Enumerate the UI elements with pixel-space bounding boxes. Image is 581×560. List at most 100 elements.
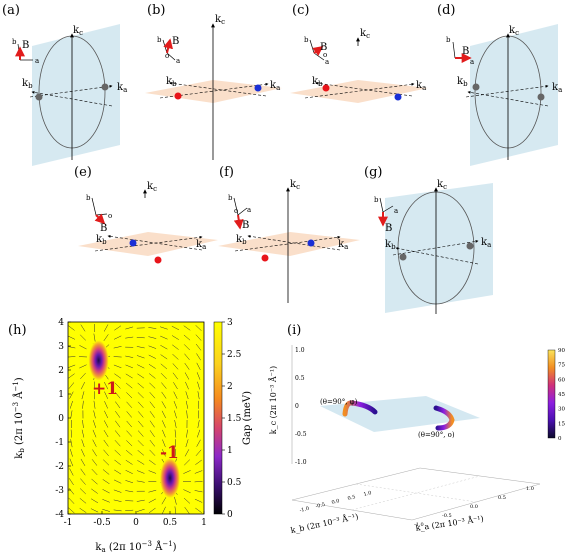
blue-plane	[470, 24, 558, 166]
ka-tick-label: 1.0	[526, 486, 534, 492]
node-plus	[88, 340, 109, 381]
quiver-arrow	[148, 354, 157, 359]
quiver-arrow	[148, 364, 156, 369]
kc-label: kc	[509, 25, 519, 37]
quiver-arrows	[68, 323, 203, 514]
quiver-arrow	[91, 468, 98, 476]
ka-label: ka	[338, 239, 348, 251]
kb-label: kb	[166, 76, 177, 88]
panel-f: (f) kc ka kb b o a B	[218, 165, 360, 303]
quiver-arrow	[125, 509, 134, 511]
node-blue	[129, 239, 137, 247]
svg-text:B: B	[462, 46, 469, 57]
quiver-arrow	[125, 450, 133, 456]
quiver-arrow	[162, 420, 166, 428]
node-minus	[160, 458, 180, 498]
svg-text:b: b	[12, 38, 17, 46]
quiver-arrow	[197, 381, 200, 390]
quiver-arrow	[90, 508, 99, 513]
quiver-arrow	[172, 353, 179, 360]
quiver-arrow	[115, 410, 121, 418]
x-tick-label: 0	[133, 518, 139, 528]
quiver-arrow	[137, 382, 144, 389]
quiver-arrow	[79, 345, 87, 350]
y-tick-label: -4	[55, 510, 64, 520]
svg-text:b: b	[157, 36, 162, 44]
ka-axis	[29, 84, 113, 98]
colorbar-tick-label: 0.5	[227, 478, 242, 488]
quiver-arrow	[90, 498, 99, 504]
quiver-arrow	[114, 469, 122, 475]
quiver-arrow	[196, 353, 201, 361]
quiver-arrow	[93, 400, 96, 409]
svg-text:a: a	[325, 58, 329, 66]
quiver-arrow	[183, 497, 191, 504]
svg-text:b: b	[446, 36, 451, 44]
kc-label: kc	[290, 179, 300, 191]
kb-axis	[169, 81, 267, 97]
ka-axis	[159, 82, 269, 99]
quiver-arrow	[196, 439, 201, 447]
quiver-arrow	[113, 479, 122, 484]
quiver-arrow	[125, 355, 134, 358]
panel-label-e: (e)	[74, 165, 92, 180]
i-colorbar-tick-label: 45	[558, 392, 565, 398]
quiver-arrow	[161, 506, 166, 514]
quiver-arrow	[185, 439, 189, 448]
quiver-arrow	[79, 364, 87, 369]
quiver-arrow	[82, 420, 84, 428]
quiver-arrow	[136, 337, 145, 339]
quiver-arrow	[136, 346, 145, 349]
kb-axis-label: k_b (2π 10⁻³ Å⁻¹)	[290, 512, 359, 535]
colorbar-ticks: 3 2.5 2 1.5 1 0.5 0	[222, 318, 242, 520]
panel-d: (d) kc ka kb b B a	[437, 3, 562, 166]
heatmap-field	[68, 323, 203, 514]
panel-e: (e) kc ka kb b o B	[74, 165, 218, 264]
quiver-arrow	[81, 439, 85, 448]
i-colorbar-tick-label: 30	[558, 407, 565, 413]
svg-text:b: b	[86, 194, 91, 202]
quiver-arrow	[160, 345, 168, 350]
quiver-arrow	[186, 410, 188, 419]
heatmap-colorbar	[213, 321, 223, 515]
quiver-arrow	[103, 334, 109, 342]
orange-plane	[78, 232, 218, 256]
z-label: k_c (2π 10⁻³ Å⁻¹)	[269, 366, 278, 434]
quiver-arrow	[194, 498, 203, 503]
kb-label: kb	[312, 76, 323, 88]
node-red	[261, 254, 269, 262]
quiver-arrow	[91, 488, 98, 494]
panel-label-g: (g)	[364, 165, 382, 180]
quiver-arrow	[172, 372, 179, 380]
quiver-arrow	[69, 468, 74, 476]
orange-plane	[218, 232, 360, 256]
blue-plane	[32, 24, 120, 166]
svg-text:a: a	[35, 57, 39, 65]
heatmap-xlabel: ka (2π 10−3 Å−1)	[95, 540, 176, 554]
quiver-arrow	[104, 410, 109, 419]
quiver-arrow	[137, 440, 144, 447]
quiver-arrow	[114, 430, 121, 437]
quiver-arrow	[173, 400, 178, 409]
quiver-arrow	[68, 478, 74, 486]
quiver-arrow	[92, 429, 97, 438]
svg-text:a: a	[470, 58, 474, 66]
quiver-arrow	[197, 420, 200, 428]
node-red	[174, 92, 182, 100]
quiver-arrow	[183, 325, 191, 331]
quiver-arrow	[137, 450, 145, 456]
quiver-arrow	[104, 401, 108, 409]
ka-axis	[465, 84, 549, 98]
quiver-arrow	[103, 324, 109, 332]
quiver-arrow	[125, 382, 133, 389]
quiver-arrow	[149, 392, 156, 399]
panel-label-d: (d)	[437, 3, 455, 18]
quiver-arrow	[80, 381, 85, 390]
heatmap-background	[68, 322, 204, 514]
quiver-arrow	[149, 430, 155, 438]
quiver-arrow	[174, 420, 177, 428]
svg-text:B: B	[22, 40, 29, 51]
quiver-arrow	[79, 334, 86, 341]
x-tick-label: -1	[64, 518, 73, 528]
quiver-arrow	[148, 489, 157, 493]
